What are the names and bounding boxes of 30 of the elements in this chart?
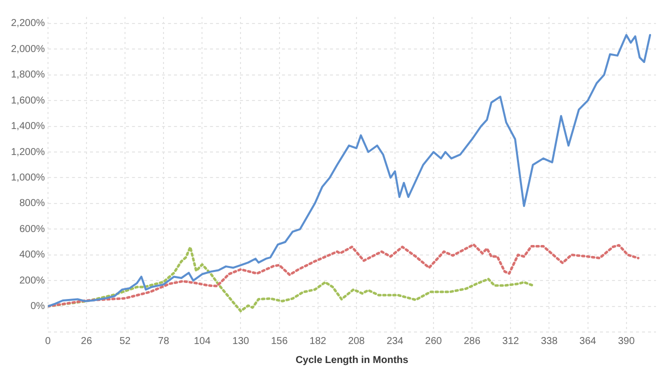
y-tick-label: 400%: [19, 250, 46, 261]
x-tick-label: 234: [386, 336, 404, 347]
y-tick-label: 800%: [19, 198, 46, 210]
y-tick-label: 1,200%: [10, 146, 46, 158]
x-tick-label: 0: [45, 336, 52, 347]
x-tick-label: 156: [270, 336, 288, 347]
x-tick-label: 260: [425, 336, 442, 347]
x-tick-label: 312: [502, 336, 520, 347]
x-axis-title: Cycle Length in Months: [296, 354, 409, 366]
x-tick-label: 182: [310, 336, 327, 347]
x-tick-label: 208: [348, 336, 366, 347]
x-tick-label: 130: [232, 336, 250, 347]
y-tick-label: 200%: [19, 275, 46, 286]
y-tick-label: 1,400%: [10, 121, 46, 132]
y-tick-label: 1,000%: [10, 172, 46, 184]
y-tick-label: 1,600%: [10, 95, 46, 106]
y-tick-label: 600%: [19, 224, 46, 235]
line-series: [48, 243, 640, 308]
x-tick-label: 390: [618, 336, 636, 347]
y-tick-label: 0%: [30, 301, 46, 312]
y-tick-label: 1,800%: [10, 70, 46, 81]
y-tick-label: 2,000%: [10, 44, 46, 55]
y-tick-label: 2,200%: [10, 18, 46, 30]
x-tick-label: 364: [579, 336, 597, 347]
x-tick-label: 78: [158, 336, 170, 347]
x-tick-label: 338: [540, 336, 558, 347]
x-tick-label: 286: [464, 336, 481, 347]
x-tick-label: 26: [80, 336, 92, 347]
x-tick-label: 52: [119, 336, 132, 347]
x-tick-label: 104: [194, 336, 211, 347]
